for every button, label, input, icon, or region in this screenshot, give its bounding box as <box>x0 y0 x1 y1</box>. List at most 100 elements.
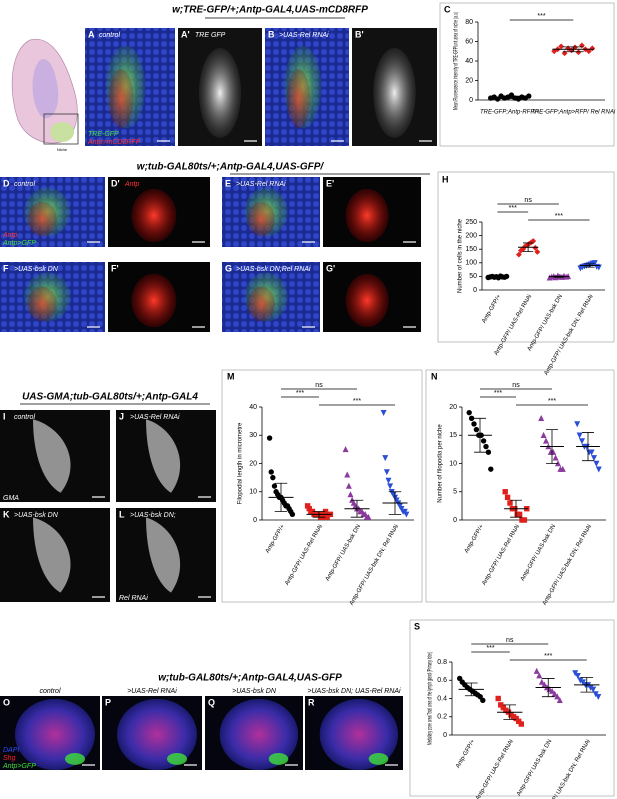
signal <box>219 698 299 770</box>
data-point <box>266 435 273 441</box>
data-point <box>538 414 545 421</box>
signal <box>167 752 187 765</box>
data-point <box>403 511 410 518</box>
schematic: Niche <box>11 38 79 152</box>
image-panel: K >UAS-bsk DN <box>0 508 110 602</box>
x-tick-label: Antp-GFP/ UAS-bsk DN <box>520 524 557 582</box>
data-point <box>477 693 483 700</box>
image-panel: Q >UAS-bsk DN <box>205 688 303 770</box>
data-point <box>518 721 524 727</box>
y-axis-label: Medullary zone area/Total area of the ly… <box>428 652 434 745</box>
panel-letter: E <box>225 178 231 188</box>
data-point <box>387 483 394 490</box>
image-panel: F >UAS-bsk DN <box>0 262 105 332</box>
image-panel: L >UAS-bsk DN; Rel RNAi <box>116 508 216 602</box>
data-point <box>515 251 522 258</box>
y-tick-label: 10 <box>249 489 257 496</box>
panel-frame <box>437 171 615 343</box>
panel-frame <box>409 619 615 797</box>
panel-label: >UAS-Rel RNAi <box>279 32 329 39</box>
data-point <box>345 482 352 489</box>
data-point <box>592 691 599 698</box>
y-tick-label: 10 <box>449 460 457 467</box>
panel-letter: K <box>3 509 10 519</box>
panel-label: Antp>GFP <box>2 763 36 770</box>
data-point <box>542 437 550 444</box>
x-tick-label: Antp-GFP/+ <box>265 523 286 554</box>
panel-letter: D <box>3 178 10 188</box>
data-point <box>574 672 581 680</box>
error-bar <box>562 46 584 53</box>
signal <box>319 698 399 770</box>
panel-label: Antp <box>2 232 18 239</box>
data-point <box>521 517 528 523</box>
image-panel: E >UAS-Rel RNAi <box>222 177 320 247</box>
data-point <box>393 497 400 504</box>
error-bar <box>523 242 534 253</box>
panel-label: >UAS-bsk DN;Rel RNAi <box>236 266 311 273</box>
data-point <box>471 421 477 427</box>
y-tick-label: 200 <box>465 232 477 239</box>
signal <box>345 188 389 243</box>
significance-label: *** <box>555 213 563 220</box>
error-bar <box>546 429 558 464</box>
data-point <box>554 693 561 700</box>
data-point <box>270 474 276 481</box>
data-point <box>495 695 501 702</box>
y-tick-label: 0 <box>469 97 473 104</box>
y-tick-label: 100 <box>465 260 477 267</box>
y-tick-label: 0.6 <box>437 677 447 684</box>
data-point <box>390 491 397 498</box>
panel-letter: G <box>225 263 232 273</box>
significance-label: ns <box>315 382 323 389</box>
signal <box>33 419 71 493</box>
y-axis-label: Number of cells in the niche <box>458 218 464 293</box>
error-bar <box>350 499 364 518</box>
panel-label: Rel RNAi <box>119 595 148 602</box>
error-bar <box>464 682 478 697</box>
image-panel: A' TRE GFP <box>178 28 262 146</box>
significance-label: *** <box>537 13 545 20</box>
data-point <box>507 500 513 506</box>
data-point <box>540 431 547 438</box>
image-panel: R >UAS-bsk DN; UAS-Rel RNAi <box>305 688 403 770</box>
y-axis-label: Mean Fluorescence intensity of TRE-GFP/u… <box>454 12 460 110</box>
panel-label: control <box>14 181 35 188</box>
x-tick-label: Antp-GFP/+ <box>455 738 476 769</box>
error-bar <box>553 275 564 278</box>
signal <box>199 48 241 138</box>
signal <box>368 752 389 765</box>
signal <box>27 201 57 237</box>
signal <box>286 69 311 129</box>
panel-letter: Q <box>208 697 215 707</box>
x-tick-label: TRE-GFP;Antp-RFP/+ <box>480 110 540 116</box>
panel-letter: D' <box>111 178 120 188</box>
image-panel: E' <box>323 177 421 247</box>
significance-label: ns <box>524 197 532 204</box>
signal <box>131 188 177 243</box>
significance-label: *** <box>509 205 517 212</box>
panel-letter: L <box>119 509 125 519</box>
signal <box>146 517 181 593</box>
significance-label: *** <box>494 390 502 397</box>
data-point <box>541 681 548 688</box>
significance-label: *** <box>353 398 361 405</box>
signal <box>117 698 197 770</box>
x-tick-label: Antp-GFP/ UAS-bsk DN <box>527 294 564 352</box>
data-point <box>591 260 598 267</box>
data-point <box>576 432 583 439</box>
y-tick-label: 0 <box>443 732 447 739</box>
panel-letter: S <box>414 621 420 631</box>
significance-label: *** <box>296 390 304 397</box>
data-point <box>344 471 351 478</box>
panel-letter: H <box>442 174 449 184</box>
image-panel: D' Antp <box>108 177 210 247</box>
panel-letter: B <box>268 29 275 39</box>
significance-label: ns <box>512 382 520 389</box>
data-point <box>347 491 354 498</box>
